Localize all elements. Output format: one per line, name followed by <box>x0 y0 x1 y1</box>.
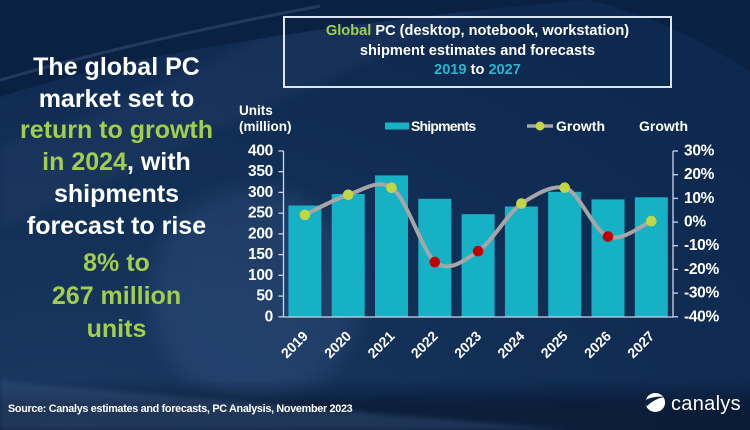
svg-text:2023: 2023 <box>451 328 484 361</box>
svg-text:2021: 2021 <box>364 328 397 361</box>
svg-text:300: 300 <box>248 184 273 201</box>
svg-text:250: 250 <box>248 205 273 222</box>
svg-text:2019: 2019 <box>278 328 311 361</box>
svg-text:Growth: Growth <box>556 118 605 134</box>
svg-text:50: 50 <box>256 288 273 305</box>
svg-text:20%: 20% <box>684 166 715 183</box>
svg-text:350: 350 <box>248 163 273 180</box>
svg-text:2022: 2022 <box>408 328 441 361</box>
svg-text:100: 100 <box>248 267 273 284</box>
svg-text:-30%: -30% <box>684 285 720 302</box>
svg-text:0%: 0% <box>684 214 706 231</box>
svg-text:2025: 2025 <box>537 328 570 361</box>
svg-text:2024: 2024 <box>494 328 527 361</box>
svg-text:-40%: -40% <box>684 308 720 325</box>
svg-text:-10%: -10% <box>684 237 720 254</box>
svg-text:Shipments: Shipments <box>411 118 476 134</box>
svg-text:400: 400 <box>248 143 273 160</box>
svg-text:Units: Units <box>239 103 273 118</box>
svg-text:2027: 2027 <box>624 328 657 361</box>
svg-text:2020: 2020 <box>321 328 354 361</box>
svg-text:2026: 2026 <box>581 328 614 361</box>
svg-text:150: 150 <box>248 246 273 263</box>
svg-text:10%: 10% <box>684 190 715 207</box>
svg-text:0: 0 <box>265 308 273 325</box>
svg-text:200: 200 <box>248 225 273 242</box>
svg-text:30%: 30% <box>684 143 715 160</box>
svg-text:canalys: canalys <box>671 393 741 415</box>
svg-text:(million): (million) <box>239 119 292 134</box>
svg-text:-20%: -20% <box>684 261 720 278</box>
svg-text:Growth: Growth <box>639 118 688 134</box>
